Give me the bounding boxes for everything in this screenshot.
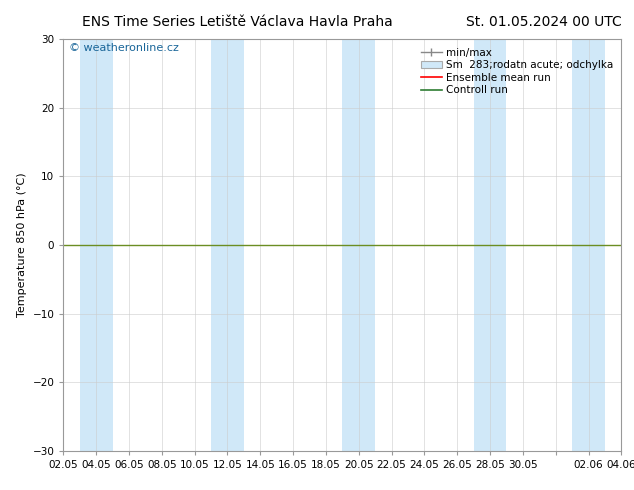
Y-axis label: Temperature 850 hPa (°C): Temperature 850 hPa (°C) <box>17 172 27 318</box>
Bar <box>342 39 375 451</box>
Text: St. 01.05.2024 00 UTC: St. 01.05.2024 00 UTC <box>465 15 621 29</box>
Legend: min/max, Sm  283;rodatn acute; odchylka, Ensemble mean run, Controll run: min/max, Sm 283;rodatn acute; odchylka, … <box>418 45 616 98</box>
Bar <box>474 39 507 451</box>
Bar <box>211 39 244 451</box>
Bar <box>80 39 113 451</box>
Text: ENS Time Series Letiště Václava Havla Praha: ENS Time Series Letiště Václava Havla Pr… <box>82 15 393 29</box>
Bar <box>572 39 605 451</box>
Text: © weatheronline.cz: © weatheronline.cz <box>69 43 179 53</box>
